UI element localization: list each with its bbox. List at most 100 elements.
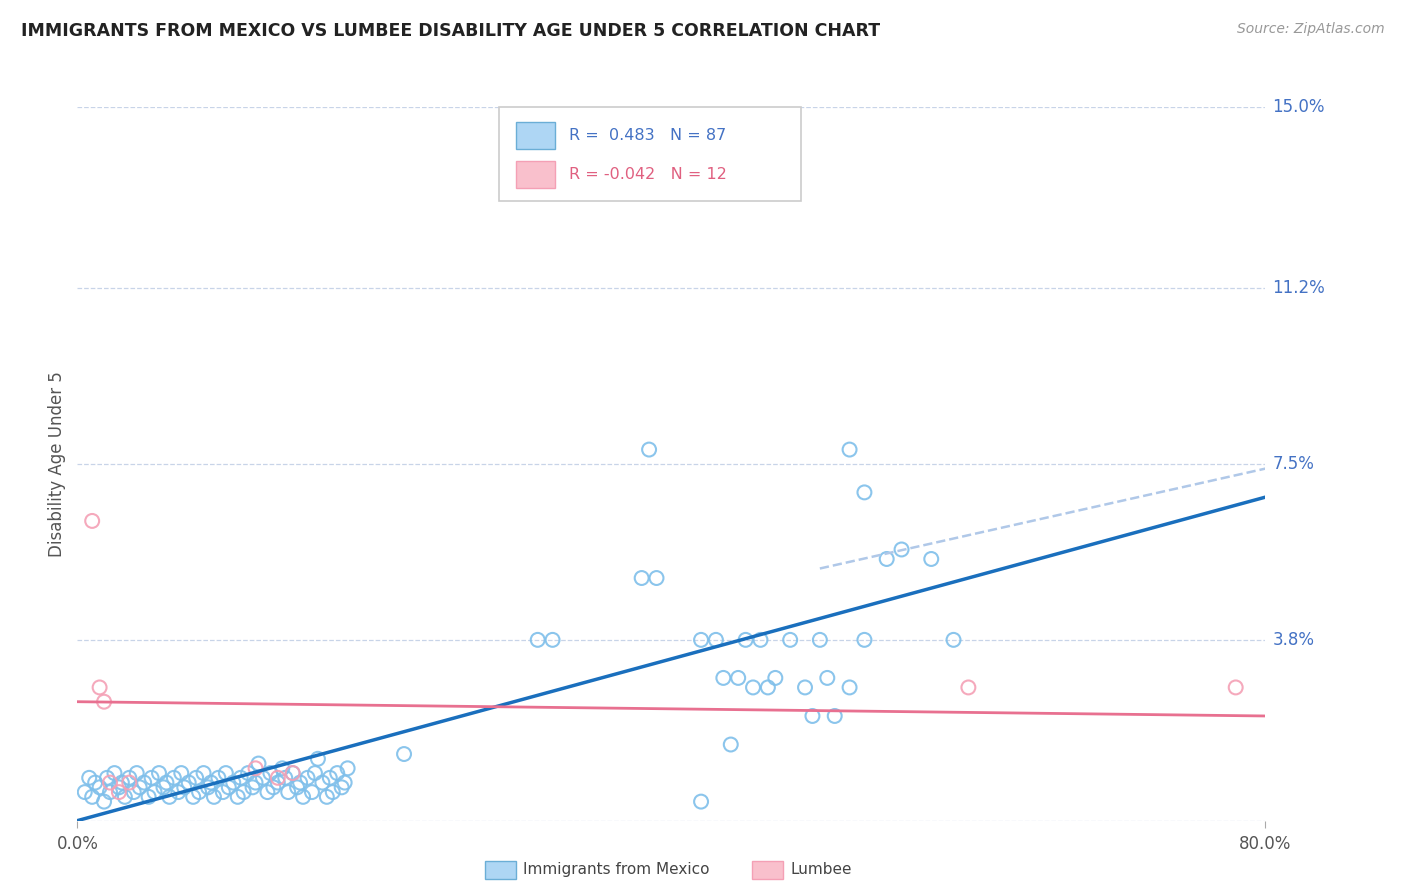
Point [690,176,713,190]
Point [170,766,193,780]
Point [315,789,337,804]
Point [89,681,111,695]
Point [108,785,131,799]
Point [173,780,195,795]
Point [138,789,160,804]
Point [148,766,170,780]
Point [942,632,965,647]
Point [838,442,860,457]
Point [259,766,281,780]
Point [824,709,846,723]
Point [838,681,860,695]
Point [177,775,200,789]
Point [690,632,713,647]
Point [193,766,215,780]
Point [281,766,304,780]
Point [794,681,817,695]
Text: R =  0.483   N = 87: R = 0.483 N = 87 [569,128,727,143]
Point [541,632,564,647]
Point [128,780,150,795]
Point [297,771,319,785]
Point [245,761,267,775]
Point [630,171,652,186]
Point [304,766,326,780]
Point [292,789,315,804]
Point [118,771,141,785]
Point [188,785,211,799]
Point [285,780,308,795]
Point [749,632,772,647]
Point [638,442,661,457]
Point [77,771,100,785]
Point [125,766,148,780]
Point [815,671,838,685]
Point [82,789,104,804]
Point [704,632,727,647]
Point [301,785,323,799]
Point [336,761,359,775]
Point [226,789,249,804]
Point [202,789,225,804]
Point [742,681,765,695]
Point [111,775,134,789]
Point [277,785,299,799]
Point [98,785,121,799]
Point [675,171,697,186]
Point [853,632,876,647]
Point [167,785,190,799]
Point [957,681,980,695]
Point [218,780,240,795]
Point [271,761,294,775]
Point [645,571,668,585]
Point [152,780,174,795]
Point [330,780,353,795]
Point [281,766,304,780]
Point [307,752,329,766]
Point [252,771,274,785]
Point [155,775,177,789]
Text: Immigrants from Mexico: Immigrants from Mexico [523,863,710,877]
Point [1225,681,1247,695]
Text: R = -0.042   N = 12: R = -0.042 N = 12 [569,168,727,182]
Point [103,766,125,780]
Point [200,775,222,789]
Text: 11.2%: 11.2% [1272,279,1326,297]
Point [93,695,115,709]
Point [236,766,259,780]
Point [734,632,756,647]
Point [267,771,290,785]
Point [232,785,254,799]
Point [73,785,96,799]
Point [222,775,245,789]
Text: Source: ZipAtlas.com: Source: ZipAtlas.com [1237,22,1385,37]
Point [98,775,121,789]
Point [96,771,118,785]
Point [89,780,111,795]
Point [197,780,219,795]
Point [392,747,415,761]
Point [118,775,141,789]
Text: 3.8%: 3.8% [1272,631,1315,648]
Point [311,775,333,789]
Point [186,771,208,785]
Text: IMMIGRANTS FROM MEXICO VS LUMBEE DISABILITY AGE UNDER 5 CORRELATION CHART: IMMIGRANTS FROM MEXICO VS LUMBEE DISABIL… [21,22,880,40]
Point [274,771,297,785]
Text: 15.0%: 15.0% [1272,98,1324,116]
Point [326,766,349,780]
Point [853,485,876,500]
Point [267,775,290,789]
Y-axis label: Disability Age Under 5: Disability Age Under 5 [48,371,66,557]
Point [247,756,270,771]
Point [163,771,186,785]
Point [720,738,742,752]
Text: 7.5%: 7.5% [1272,455,1315,473]
Point [690,795,713,809]
Point [288,775,311,789]
Point [801,709,824,723]
Point [630,571,652,585]
Point [82,514,104,528]
Point [890,542,912,557]
Point [157,789,180,804]
Text: Lumbee: Lumbee [790,863,852,877]
Point [920,552,942,566]
